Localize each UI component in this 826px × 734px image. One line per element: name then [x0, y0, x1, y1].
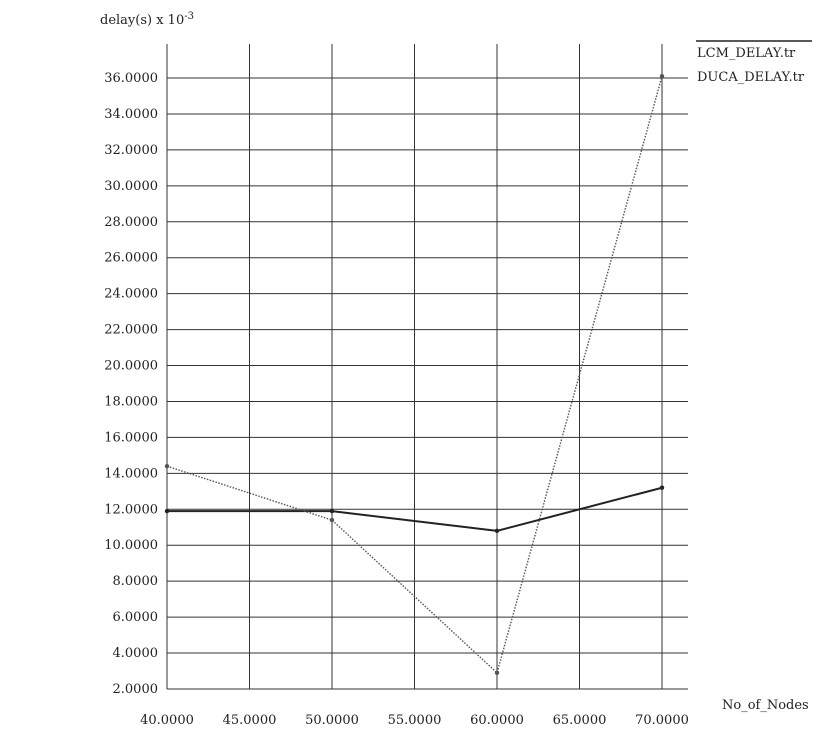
y-tick-label: 16.0000 [104, 430, 158, 445]
y-tick-label: 32.0000 [104, 143, 158, 158]
y-tick-label: 8.0000 [113, 574, 159, 589]
data-point [494, 528, 500, 534]
x-tick-label: 70.0000 [635, 713, 689, 728]
y-tick-label: 10.0000 [104, 538, 158, 553]
data-point [164, 508, 170, 514]
data-point [659, 485, 665, 490]
x-tick-label: 65.0000 [553, 713, 607, 728]
series-lines [164, 74, 665, 676]
y-tick-label: 12.0000 [104, 502, 158, 517]
x-tick-label: 40.0000 [140, 713, 194, 728]
legend-label-lcm: LCM_DELAY.tr [697, 46, 796, 61]
series-line-lcm [167, 486, 663, 532]
y-tick-label: 30.0000 [104, 179, 158, 194]
x-tick-label: 60.0000 [470, 713, 524, 728]
data-point [494, 670, 500, 676]
grid [166, 44, 688, 690]
y-tick-label: 34.0000 [104, 107, 158, 122]
legend: LCM_DELAY.tr DUCA_DELAY.tr [696, 40, 812, 85]
series-line-duca [166, 76, 663, 675]
y-tick-label: 24.0000 [104, 287, 158, 302]
x-axis-label: No_of_Nodes [722, 698, 809, 713]
x-tick-label: 55.0000 [388, 713, 442, 728]
x-tick-label: 50.0000 [305, 713, 359, 728]
legend-label-duca: DUCA_DELAY.tr [697, 70, 805, 85]
y-tick-label: 26.0000 [104, 251, 158, 266]
data-point [164, 463, 170, 469]
y-tick-label: 6.0000 [113, 610, 159, 625]
y-axis-label-exponent: -3 [184, 11, 194, 22]
y-tick-label: 18.0000 [104, 394, 158, 409]
y-tick-label: 2.0000 [113, 682, 159, 697]
y-axis-ticks: 2.0000 4.0000 6.0000 8.0000 10.0000 12.0000 14… [104, 71, 158, 697]
y-tick-label: 28.0000 [104, 215, 158, 230]
x-tick-label: 45.0000 [223, 713, 277, 728]
data-point [659, 74, 665, 79]
y-tick-label: 14.0000 [104, 466, 158, 481]
y-tick-label: 22.0000 [104, 323, 158, 338]
y-axis-label-text: delay(s) x 10 [100, 13, 184, 28]
data-point [329, 508, 335, 514]
y-tick-label: 20.0000 [104, 359, 158, 374]
data-point [329, 517, 335, 523]
x-axis-ticks: 40.0000 45.0000 50.0000 55.0000 60.0000 65.00… [140, 713, 689, 728]
y-tick-label: 4.0000 [113, 646, 159, 661]
y-axis-label: delay(s) x 10-3 [100, 11, 194, 29]
y-tick-label: 36.0000 [104, 71, 158, 86]
